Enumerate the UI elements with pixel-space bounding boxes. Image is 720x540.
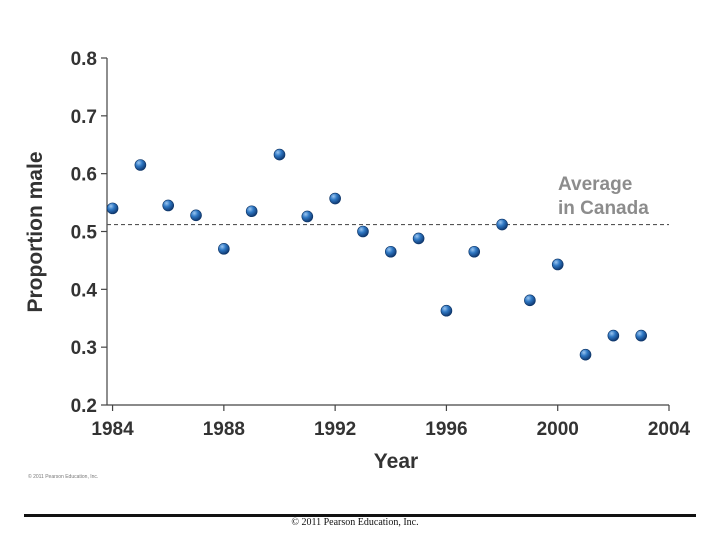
- data-point: [412, 232, 425, 245]
- y-axis-title: Proportion male: [24, 151, 47, 312]
- y-tick-label: 0.3: [71, 338, 97, 359]
- y-tick-label: 0.5: [71, 223, 98, 244]
- x-tick-label: 1984: [91, 419, 134, 440]
- data-point: [496, 218, 508, 231]
- data-point: [218, 243, 230, 255]
- data-point: [245, 205, 258, 218]
- footer-rule: [24, 514, 696, 517]
- data-point: [384, 245, 397, 258]
- x-tick-label: 2004: [648, 419, 691, 440]
- data-point: [190, 209, 202, 222]
- data-point: [524, 294, 536, 307]
- y-tick-label: 0.4: [71, 280, 98, 301]
- x-tick-label: 1996: [425, 419, 467, 440]
- x-tick-label: 1988: [203, 419, 245, 440]
- data-points: [106, 148, 647, 361]
- data-point: [162, 199, 175, 212]
- x-tick-label: 2000: [537, 419, 579, 440]
- data-point: [551, 258, 564, 271]
- footer-copyright: © 2011 Pearson Education, Inc.: [291, 517, 419, 528]
- x-ticks: 1984 1988 1992 1996 2000 2004: [91, 405, 691, 440]
- x-tick-label: 1992: [314, 419, 356, 440]
- y-tick-label: 0.7: [71, 107, 97, 128]
- data-point: [301, 210, 314, 223]
- data-point: [106, 202, 119, 215]
- reference-line-label: in Canada: [558, 198, 649, 219]
- reference-line-group: Average in Canada: [107, 174, 669, 226]
- x-axis-title: Year: [374, 450, 418, 473]
- chart: 0.2 0.3 0.4 0.5 0.6 0.7 0.8 1984 1988 1992 1996 20…: [24, 49, 691, 480]
- data-point: [357, 225, 369, 238]
- data-point: [134, 159, 147, 171]
- data-point: [440, 304, 453, 317]
- y-tick-label: 0.6: [71, 165, 97, 186]
- data-point: [468, 245, 481, 258]
- y-tick-label: 0.2: [71, 396, 97, 417]
- data-point: [607, 329, 620, 342]
- data-point: [579, 348, 592, 361]
- data-point: [329, 192, 341, 205]
- reference-line-label: Average: [558, 174, 632, 195]
- data-point: [635, 329, 647, 342]
- image-credit: © 2011 Pearson Education, Inc.: [28, 473, 98, 480]
- y-tick-label: 0.8: [71, 49, 97, 70]
- y-ticks: 0.2 0.3 0.4 0.5 0.6 0.7 0.8: [71, 49, 107, 417]
- data-point: [273, 148, 286, 161]
